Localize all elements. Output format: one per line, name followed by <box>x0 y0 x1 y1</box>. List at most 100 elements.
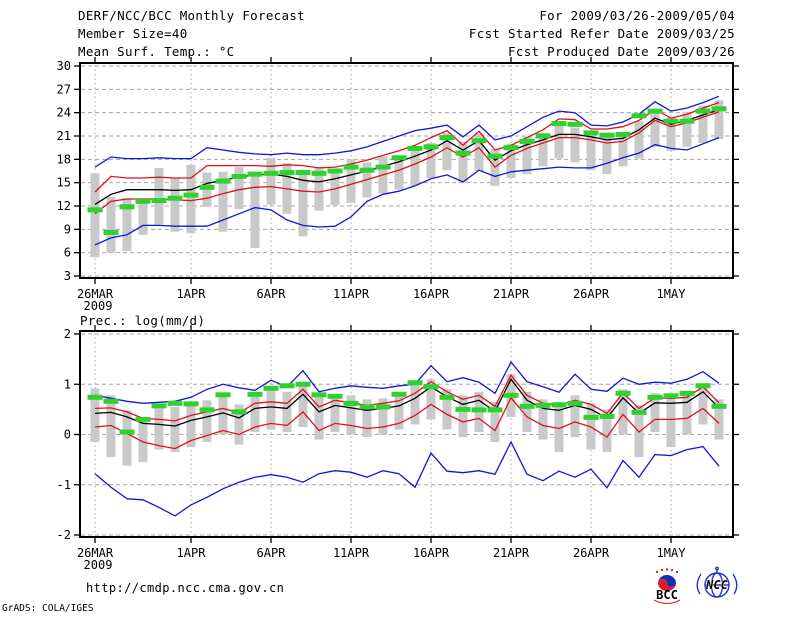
y-tick-label: 0 <box>64 428 71 442</box>
spread-bar <box>650 109 660 147</box>
spread-bar <box>186 403 196 448</box>
x-tick-label: 26APR <box>573 546 610 560</box>
x-tick-label: 16APR <box>413 287 450 301</box>
page-title: DERF/NCC/BCC Monthly Forecast <box>78 8 305 23</box>
temp-chart-title: Mean Surf. Temp.: °C <box>78 44 235 59</box>
spread-bar <box>378 398 388 435</box>
forecast-range-label: For 2009/03/26-2009/05/04 <box>539 8 735 23</box>
spread-bar <box>266 386 276 430</box>
minus-spread-line <box>94 111 720 215</box>
spread-bar <box>234 167 244 210</box>
ncc-wreath-right <box>732 573 738 595</box>
x-tick-label: 6APR <box>257 287 287 301</box>
spread-bar <box>666 395 676 448</box>
spread-bar <box>618 389 628 435</box>
y-tick-label: 1 <box>64 377 71 391</box>
spread-bar <box>346 159 356 203</box>
x-tick-label: 11APR <box>333 287 370 301</box>
bcc-logo-char-arc <box>656 568 678 573</box>
spread-bar <box>650 393 660 432</box>
source-url: http://cmdp.ncc.cma.gov.cn <box>86 581 285 595</box>
bcc-logo-text: BCC <box>656 588 678 602</box>
y-tick-label: 18 <box>57 152 71 166</box>
spread-bar <box>522 136 532 175</box>
spread-bar <box>426 143 436 178</box>
spread-bar <box>634 121 644 159</box>
spread-bar <box>570 127 580 163</box>
refer-date-label: Fcst Started Refer Date 2009/03/25 <box>468 26 735 41</box>
spread-bar <box>186 164 196 234</box>
spread-bar <box>314 167 324 211</box>
x-tick-label: 1APR <box>177 287 207 301</box>
spread-bar <box>154 167 164 225</box>
plus-spread-line <box>94 101 720 193</box>
spread-bar <box>698 105 708 143</box>
spread-bar <box>698 383 708 425</box>
spread-bar <box>330 394 340 432</box>
spread-bar <box>266 157 276 205</box>
x-tick-label: 11APR <box>333 546 370 560</box>
y-tick-label: 30 <box>57 59 71 73</box>
x-tick-label: 26APR <box>573 287 610 301</box>
bcc-logo: BCC <box>653 568 681 604</box>
ensemble-min-line <box>94 440 720 517</box>
spread-bar <box>106 196 116 253</box>
x-year-label: 2009 <box>84 558 113 572</box>
spread-bar <box>602 136 612 175</box>
spread-bar <box>154 404 164 450</box>
spread-bar <box>522 391 532 432</box>
spread-bar <box>410 381 420 425</box>
spread-bar <box>138 198 148 235</box>
y-tick-label: 15 <box>57 176 71 190</box>
y-tick-label: -1 <box>57 478 71 492</box>
spread-bar <box>218 394 228 435</box>
spread-bar <box>554 125 564 159</box>
x-tick-label: 21APR <box>493 287 530 301</box>
bcc-logo-bottom-arc <box>653 599 681 604</box>
x-tick-label: 1MAY <box>657 546 687 560</box>
member-size-label: Member Size=40 <box>78 26 188 41</box>
spread-bar <box>394 158 404 190</box>
spread-bar <box>490 401 500 443</box>
spread-bar <box>682 393 692 435</box>
x-tick-label: 16APR <box>413 546 450 560</box>
grads-credit: GrADS: COLA/IGES <box>2 603 94 614</box>
spread-bar <box>298 381 308 427</box>
ensemble-max-line <box>94 360 720 404</box>
spread-bar <box>426 379 436 420</box>
spread-bar <box>90 388 100 443</box>
ncc-logo: NCC <box>696 566 738 598</box>
spread-bar <box>570 395 580 438</box>
y-tick-label: 9 <box>64 222 71 236</box>
y-tick-label: 21 <box>57 129 71 143</box>
spread-bar <box>218 171 228 232</box>
spread-bar <box>682 111 692 147</box>
spread-bar <box>170 406 180 453</box>
produced-date-label: Fcst Produced Date 2009/03/26 <box>508 44 735 59</box>
spread-bar <box>282 391 292 432</box>
spread-bar <box>90 173 100 258</box>
spread-bar <box>138 416 148 463</box>
spread-bar <box>666 117 676 151</box>
bcc-swirl-icon <box>658 575 676 591</box>
spread-bar <box>442 132 452 171</box>
y-tick-label: 12 <box>57 199 71 213</box>
spread-bar <box>714 100 724 140</box>
spread-bar <box>586 132 596 171</box>
ensemble-mean-line <box>94 108 720 205</box>
spread-bar <box>554 401 564 453</box>
minus-spread-line <box>94 396 720 450</box>
spread-bar <box>362 399 372 438</box>
spread-bar <box>298 174 308 237</box>
chart-frame <box>79 62 734 279</box>
ensemble-min-line <box>94 136 720 246</box>
spread-bar <box>394 391 404 430</box>
spread-bar <box>714 399 724 440</box>
x-year-label: 2009 <box>84 299 113 313</box>
spread-bar <box>314 396 324 440</box>
spread-bar <box>506 143 516 178</box>
spread-bar <box>538 399 548 440</box>
plus-spread-line <box>94 374 720 422</box>
